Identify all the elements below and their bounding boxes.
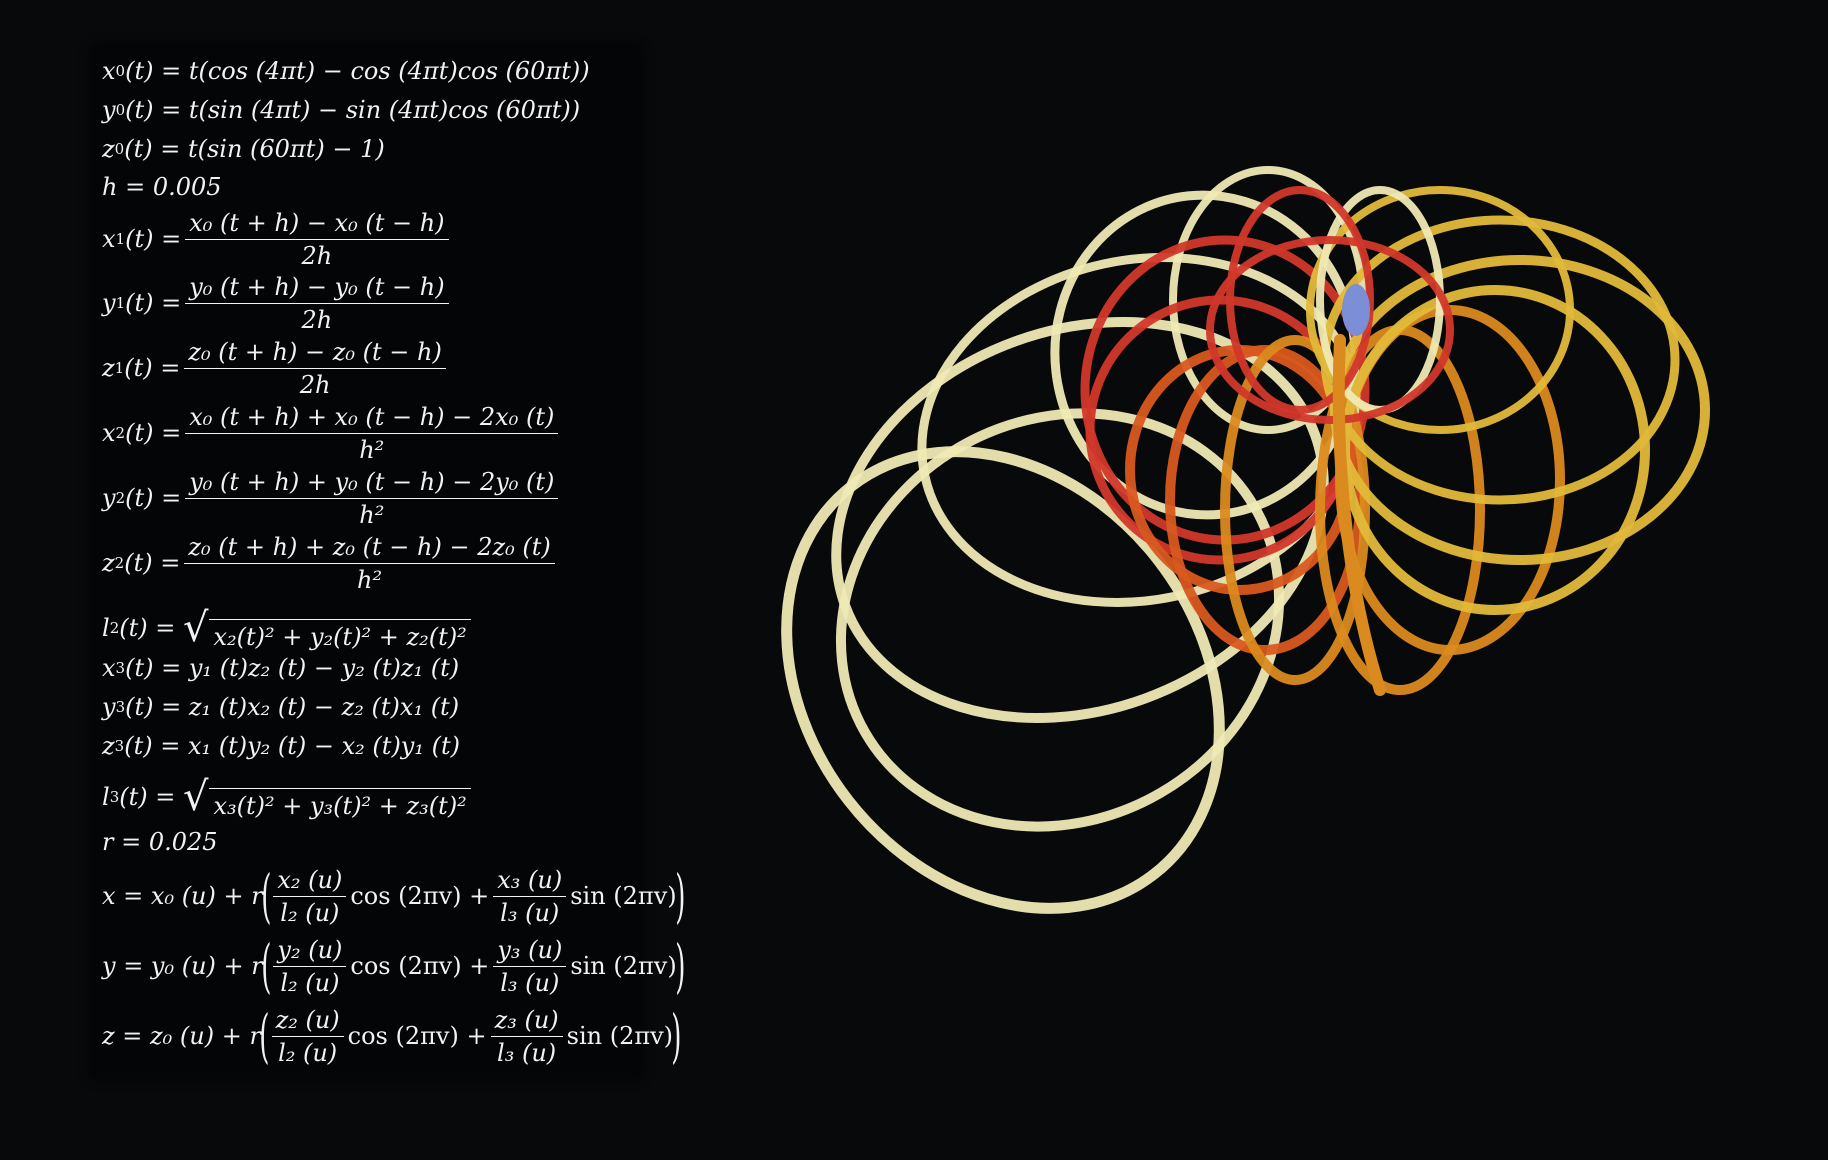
tube-loop [1220,335,1370,685]
equation-panel [92,46,640,1078]
equation-r: r = 0.025 [102,828,218,856]
core-blue-knot [1342,284,1370,336]
tube-loop [1226,186,1374,414]
tube-spike [1332,334,1386,696]
equation-h: h = 0.005 [102,173,222,201]
equation-y: y = y₀ (u) + r(y₂ (u) l₂ (u) cos (2πv) + y₃… [102,932,686,1000]
tube-loop [831,317,1329,723]
equation-z: z = z₀ (u) + r(z₂ (u) l₂ (u) cos (2πv) + z₃… [102,1002,682,1070]
tube-loop [1206,236,1454,424]
tube-loops [781,166,1710,914]
tube-loop [1306,186,1574,434]
equation-x: x = x₀ (u) + r(x₂ (u) l₂ (u) cos (2πv) + x₃… [102,862,686,930]
